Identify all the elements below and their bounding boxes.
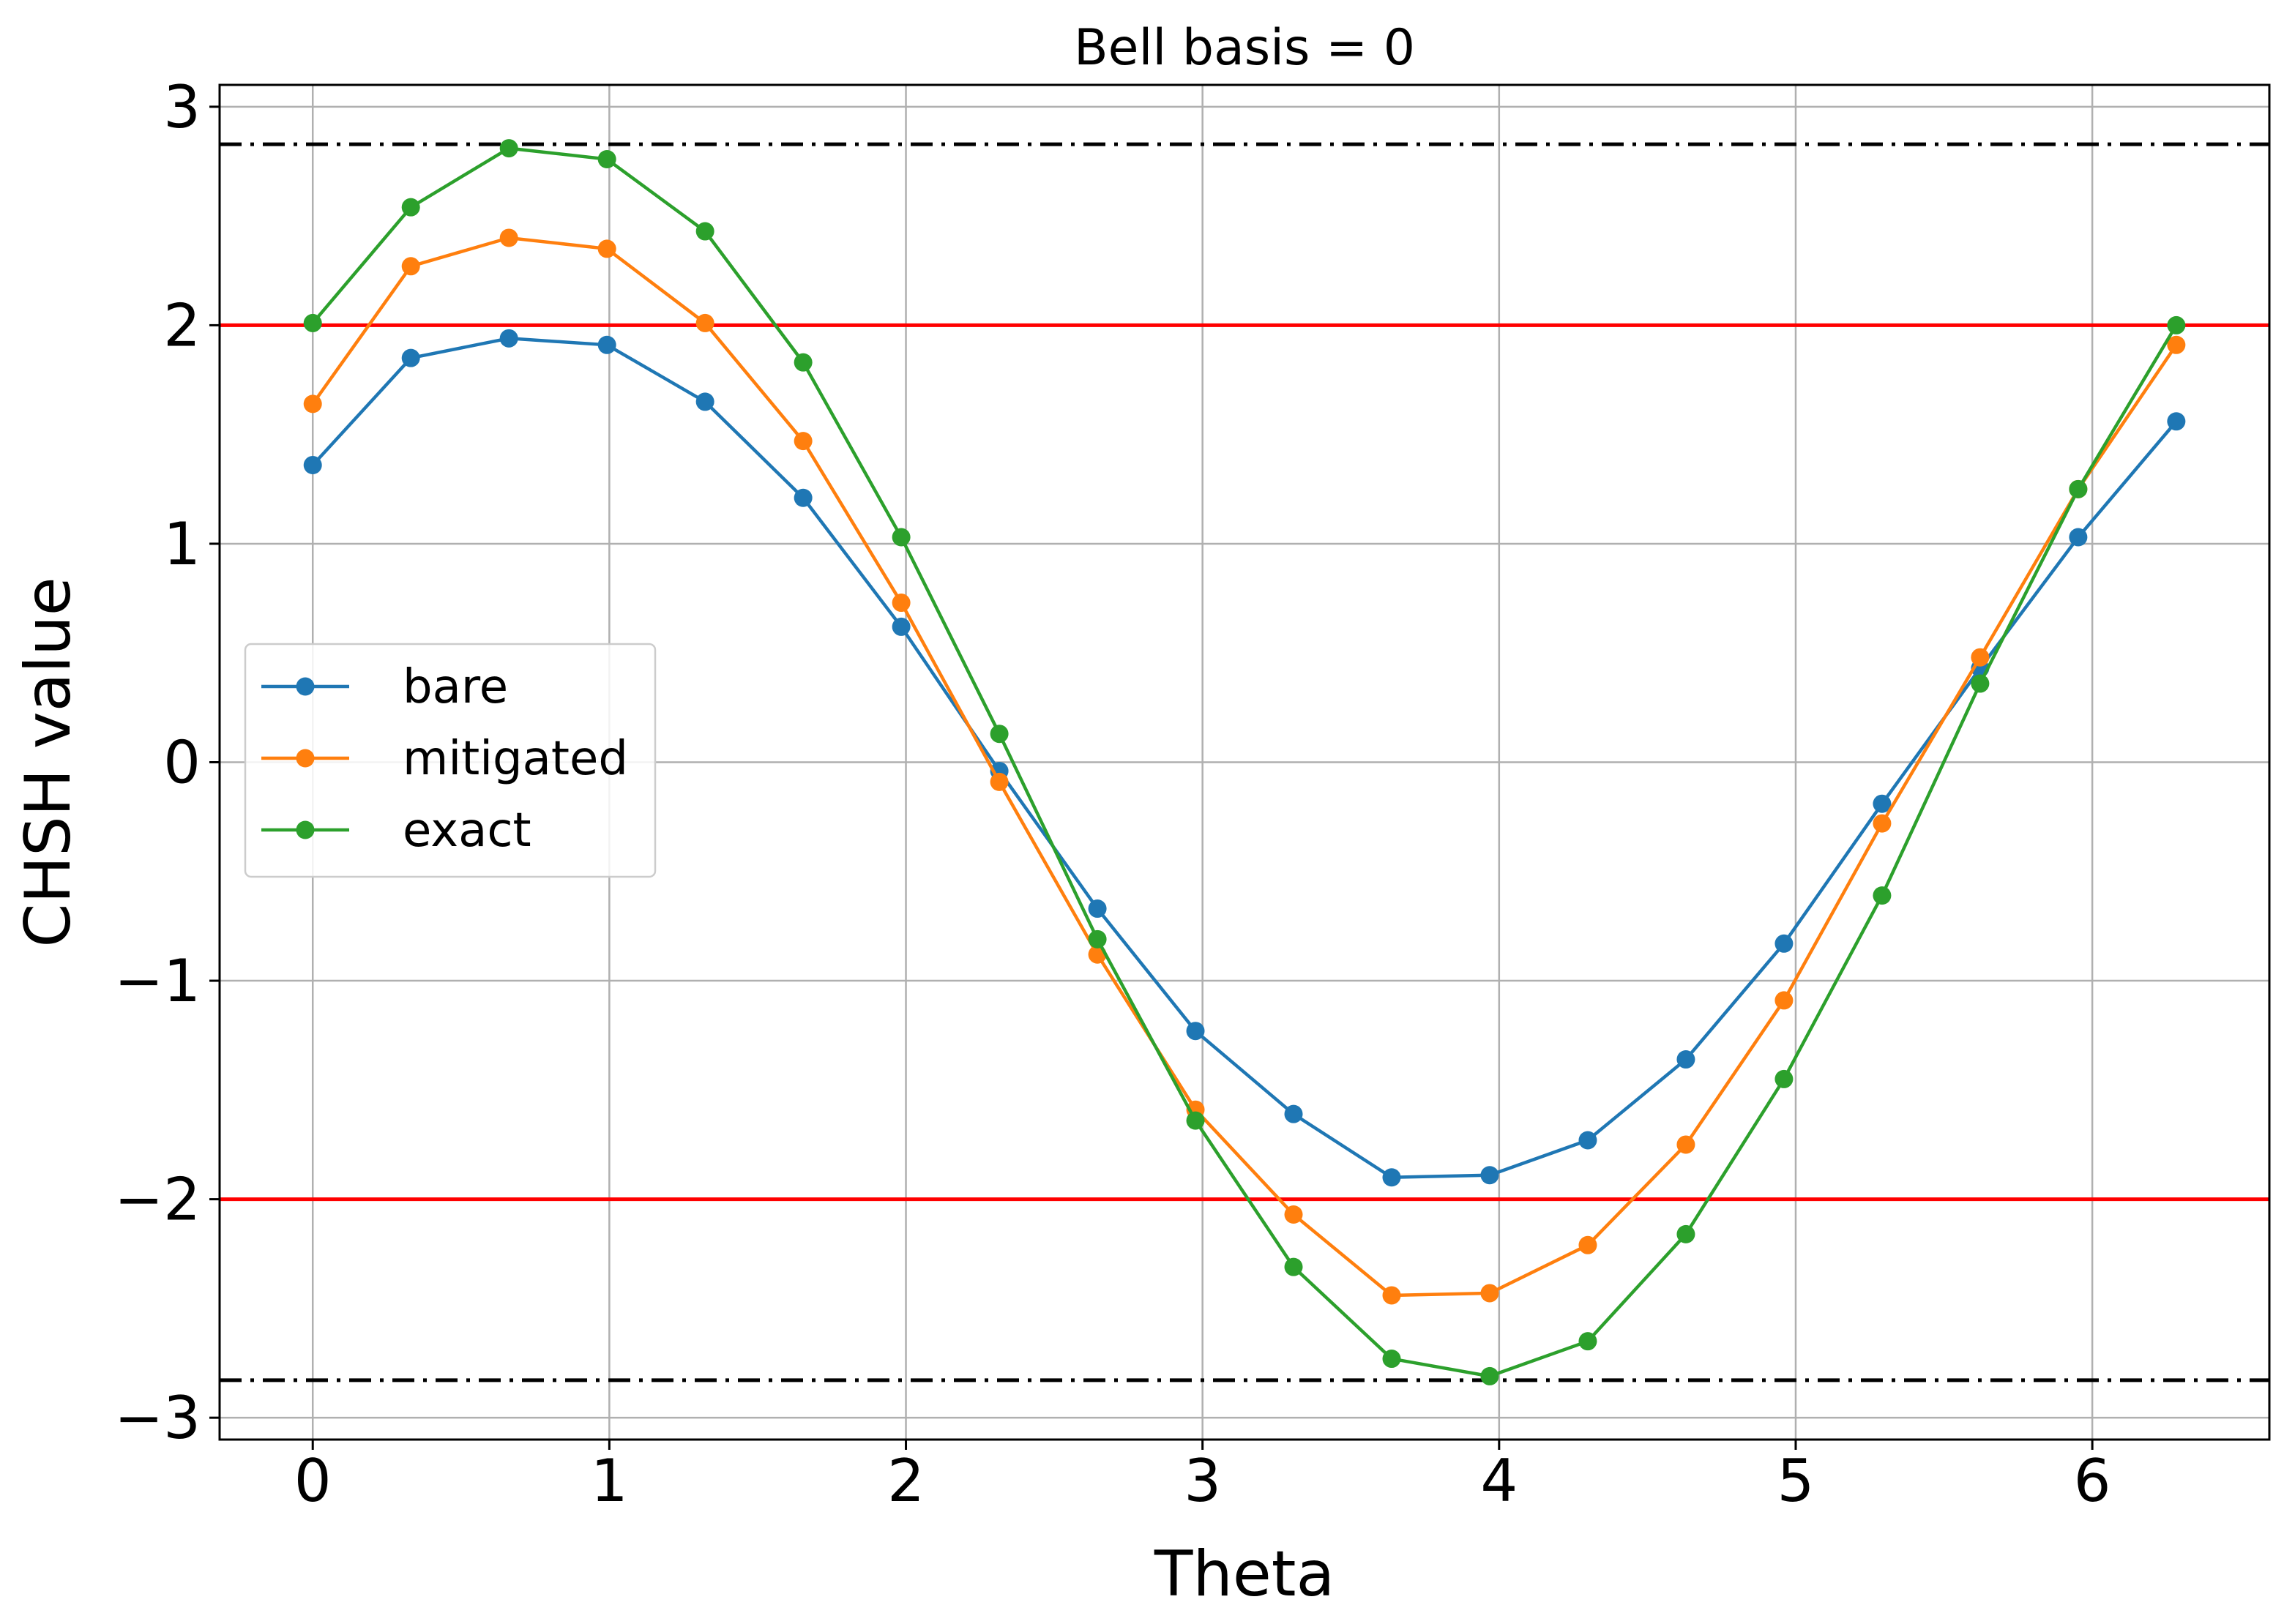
data-point-mitigated (1382, 1286, 1401, 1305)
legend-label: exact (403, 804, 531, 858)
data-point-exact (303, 313, 322, 332)
data-point-mitigated (597, 239, 616, 258)
data-point-mitigated (499, 228, 518, 247)
x-tick-label: 6 (2074, 1447, 2111, 1515)
data-point-bare (499, 329, 518, 348)
data-point-exact (499, 139, 518, 158)
data-point-exact (1088, 929, 1107, 948)
y-tick-label: −3 (114, 1384, 201, 1452)
data-point-bare (1774, 934, 1794, 953)
data-point-exact (1873, 886, 1892, 905)
data-point-bare (1186, 1022, 1205, 1041)
data-point-exact (597, 150, 616, 169)
data-point-bare (1284, 1104, 1303, 1123)
data-point-exact (2167, 315, 2186, 334)
legend-marker (296, 677, 315, 696)
data-point-mitigated (990, 772, 1009, 791)
data-point-exact (1480, 1366, 1499, 1385)
data-point-bare (2069, 528, 2088, 547)
reference-lines (220, 142, 2269, 1382)
data-point-bare (303, 455, 322, 474)
data-point-exact (1774, 1069, 1794, 1088)
legend-item-exact: exact (261, 804, 531, 858)
data-point-exact (794, 353, 813, 372)
y-axis-label: CHSH value (12, 577, 85, 947)
series-mitigated (303, 228, 2186, 1305)
data-point-bare (1088, 899, 1107, 918)
data-point-mitigated (695, 313, 714, 332)
data-point-exact (1284, 1257, 1303, 1276)
data-point-mitigated (1284, 1205, 1303, 1224)
axis-ticks: 0 1 2 3 4 5 6 −3 −2 −1 0 1 2 3 (114, 73, 2111, 1515)
chart-title: Bell basis = 0 (1074, 19, 1415, 77)
legend-item-mitigated: mitigated (261, 732, 628, 786)
series-line-mitigated (311, 236, 2178, 1298)
data-point-exact (1382, 1350, 1401, 1369)
data-point-bare (695, 392, 714, 411)
legend-marker (296, 749, 315, 768)
series-line-exact (311, 146, 2178, 1378)
data-series (303, 139, 2186, 1385)
data-point-bare (597, 335, 616, 354)
legend-marker (296, 820, 315, 839)
legend-item-bare: bare (261, 660, 508, 714)
data-point-mitigated (794, 432, 813, 451)
data-point-mitigated (1676, 1135, 1695, 1154)
x-axis-label: Theta (1154, 1538, 1335, 1611)
legend-label: bare (403, 660, 508, 714)
data-point-exact (695, 222, 714, 241)
data-point-mitigated (401, 257, 420, 276)
y-tick-label: 0 (163, 729, 201, 797)
data-point-bare (1480, 1166, 1499, 1185)
series-line-bare (311, 337, 2178, 1180)
y-tick-label: 1 (163, 510, 201, 578)
legend-box (244, 643, 657, 878)
data-point-bare (1382, 1168, 1401, 1187)
y-tick-label: 3 (163, 73, 201, 141)
y-tick-label: −1 (114, 947, 201, 1015)
data-point-mitigated (2167, 335, 2186, 354)
data-point-bare (401, 348, 420, 367)
data-point-bare (794, 488, 813, 507)
data-point-exact (892, 528, 911, 547)
data-point-mitigated (1480, 1284, 1499, 1303)
x-tick-label: 1 (591, 1447, 628, 1515)
data-point-mitigated (303, 394, 322, 414)
x-tick-label: 2 (887, 1447, 925, 1515)
data-point-exact (990, 725, 1009, 744)
data-point-exact (401, 198, 420, 217)
data-point-exact (1186, 1111, 1205, 1130)
y-tick-label: −2 (114, 1166, 201, 1234)
data-point-exact (2069, 479, 2088, 498)
data-point-exact (1578, 1332, 1597, 1351)
data-point-bare (1873, 794, 1892, 813)
data-point-mitigated (1774, 991, 1794, 1010)
data-point-bare (1676, 1050, 1695, 1069)
data-point-mitigated (1873, 814, 1892, 833)
x-tick-label: 0 (294, 1447, 332, 1515)
data-point-bare (2167, 412, 2186, 431)
legend: bare mitigated exact (244, 643, 657, 878)
data-point-mitigated (1971, 648, 1990, 667)
data-point-bare (892, 617, 911, 636)
legend-label: mitigated (403, 732, 628, 786)
series-exact (303, 139, 2186, 1385)
data-point-exact (1676, 1224, 1695, 1243)
data-point-bare (1578, 1131, 1597, 1150)
data-point-mitigated (1578, 1235, 1597, 1254)
x-tick-label: 5 (1777, 1447, 1815, 1515)
x-tick-label: 4 (1480, 1447, 1518, 1515)
data-point-mitigated (892, 594, 911, 613)
x-tick-label: 3 (1184, 1447, 1221, 1515)
data-point-exact (1971, 674, 1990, 693)
y-tick-label: 2 (163, 291, 201, 359)
